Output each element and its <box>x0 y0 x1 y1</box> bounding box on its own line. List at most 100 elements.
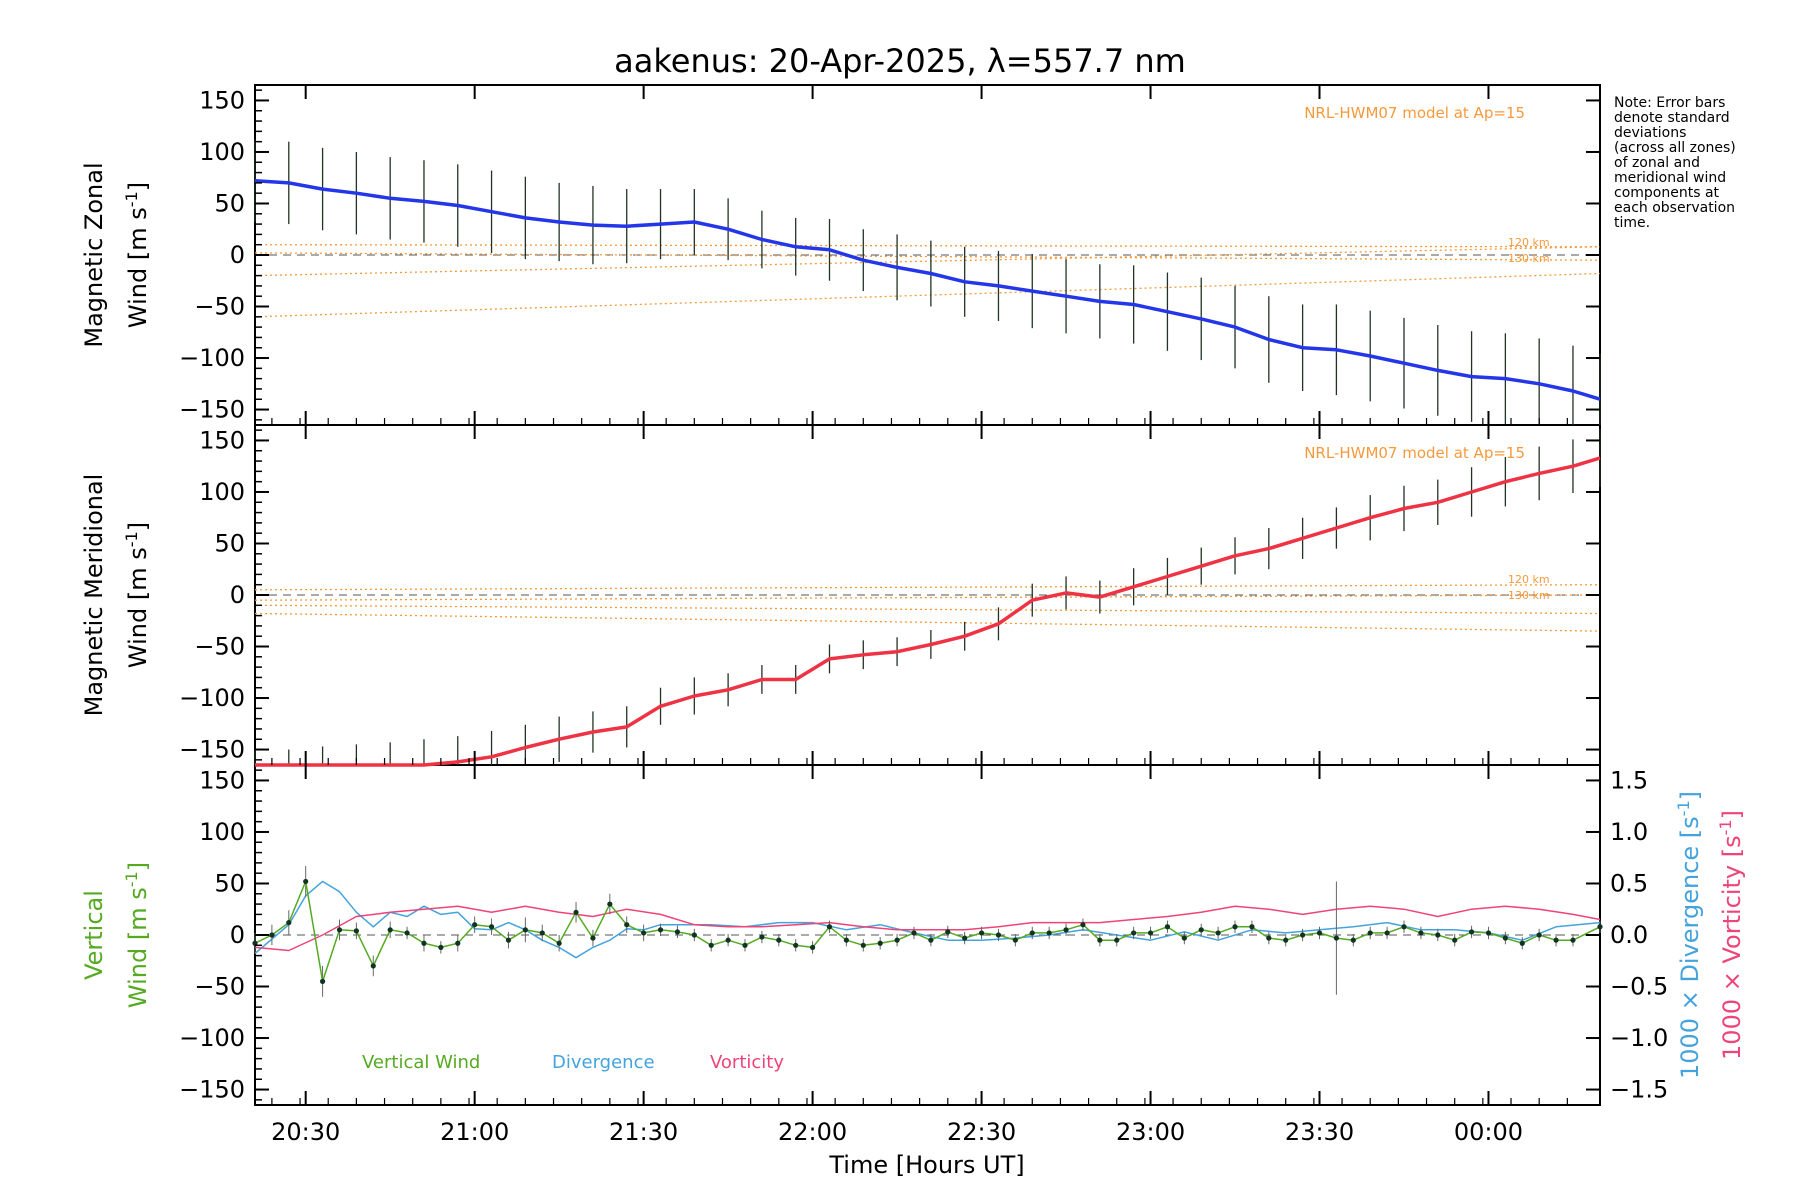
y-tick-label: 100 <box>199 138 245 166</box>
meridional-ylabel-unit: Wind [m s <box>124 547 152 668</box>
y-tick-label: 100 <box>199 818 245 846</box>
y-tick-label: 100 <box>199 478 245 506</box>
vertical-wind-point <box>826 924 833 930</box>
meridional-model-label: NRL-HWM07 model at Ap=15 <box>1304 444 1525 462</box>
vertical-wind-point <box>911 930 917 936</box>
divergence-ylabel-exp: -1 <box>1674 800 1693 816</box>
vertical-wind-point <box>928 937 934 943</box>
vertical-wind-point <box>488 924 495 930</box>
zonal-wind-line <box>254 179 1601 401</box>
divergence-ylabel: 1000 × Divergence [s-1] <box>1674 791 1705 1079</box>
note-line: (across all zones) <box>1614 140 1736 156</box>
y-tick-label: −100 <box>179 1024 245 1052</box>
note-line: deviations <box>1614 125 1686 141</box>
y-tick-label: 50 <box>214 189 245 217</box>
vertical-wind-point <box>539 930 545 936</box>
vertical-wind-point <box>1502 935 1508 941</box>
y-tick-label: 0 <box>230 581 245 609</box>
y-tick-label: 50 <box>214 869 245 897</box>
vertical-wind-point <box>1114 937 1120 943</box>
vertical-wind-point <box>1418 930 1424 936</box>
vertical-wind-point <box>505 937 512 943</box>
vertical-wind-point <box>1316 930 1323 936</box>
zonal-ylabel-close: ] <box>124 182 152 191</box>
y-tick-label: 0 <box>230 921 245 949</box>
vertical-wind-point <box>1485 930 1492 936</box>
note-line: denote standard <box>1614 110 1730 126</box>
divergence-ylabel-close: ] <box>1676 791 1704 800</box>
vertical-wind-point <box>742 942 748 948</box>
x-tick-label: 21:00 <box>440 1118 509 1146</box>
meridional-ylabel-line2: Wind [m s-1] <box>122 522 153 668</box>
right-tick-label: 0.0 <box>1610 921 1648 949</box>
note-line: meridional wind <box>1614 170 1726 186</box>
vertical-wind-point <box>674 929 681 935</box>
vertical-wind-point <box>995 932 1002 938</box>
x-tick-label: 22:30 <box>947 1118 1016 1146</box>
vertical-ylabel-close: ] <box>124 862 152 871</box>
vertical-ylabel-exp: -1 <box>122 871 141 887</box>
vertical-wind-point <box>1452 937 1458 943</box>
zonal-ylabel-exp: -1 <box>122 191 141 207</box>
vertical-wind-point <box>336 927 343 933</box>
meridional-ylabel-exp: -1 <box>122 531 141 547</box>
series-layer <box>252 139 1603 997</box>
vertical-wind-point <box>269 932 275 938</box>
vertical-wind-point <box>1401 924 1407 930</box>
vertical-wind-point <box>590 935 596 941</box>
vertical-wind-point <box>455 940 461 946</box>
y-tick-label: −100 <box>179 684 245 712</box>
model-line <box>254 612 1601 632</box>
legend-vertical-wind: Vertical Wind <box>362 1052 480 1073</box>
right-tick-label: −1.0 <box>1610 1024 1668 1052</box>
y-tick-label: 150 <box>199 86 245 114</box>
meridional-alt-label-120: 120 km <box>1508 573 1550 586</box>
vertical-wind-point <box>843 937 849 943</box>
y-tick-label: −100 <box>179 344 245 372</box>
axes-layer: −150−100−50050100150−150−100−50050100150… <box>179 85 1668 1146</box>
vertical-wind-point <box>1097 937 1103 943</box>
vertical-wind-point <box>793 942 799 948</box>
vertical-wind-point <box>1519 940 1525 946</box>
right-tick-label: −0.5 <box>1610 973 1668 1001</box>
model-line <box>254 604 1601 615</box>
vertical-wind-point <box>286 920 292 926</box>
vertical-wind-point <box>556 940 562 946</box>
note-block: Note: Error bars denote standard deviati… <box>1614 95 1736 231</box>
vertical-wind-point <box>1232 924 1238 930</box>
vertical-wind-point <box>945 929 951 935</box>
vertical-wind-point <box>404 930 410 936</box>
y-tick-label: −50 <box>194 633 245 661</box>
y-tick-label: −150 <box>179 736 245 764</box>
right-tick-label: 0.5 <box>1610 869 1648 897</box>
model-line <box>254 584 1601 591</box>
vertical-wind-point <box>860 942 866 948</box>
vertical-ylabel-line2: Wind [m s-1] <box>122 862 153 1008</box>
vertical-wind-point <box>1350 937 1356 943</box>
vertical-wind-point <box>624 922 630 928</box>
y-tick-label: −150 <box>179 1076 245 1104</box>
meridional-alt-label-130: 130 km <box>1508 589 1550 602</box>
meridional-ylabel-close: ] <box>124 522 152 531</box>
vorticity-ylabel-text: 1000 × Vorticity [s <box>1718 835 1746 1060</box>
vertical-wind-point <box>1080 922 1086 928</box>
vertical-wind-point <box>370 963 376 969</box>
vertical-wind-point <box>1333 935 1340 941</box>
right-tick-label: −1.5 <box>1610 1076 1668 1104</box>
vertical-wind-point <box>1215 930 1221 936</box>
vertical-wind-point <box>708 942 714 948</box>
vertical-wind-point <box>776 937 782 943</box>
vertical-wind-point <box>1181 935 1187 941</box>
vertical-wind-point <box>1435 932 1441 938</box>
zonal-ylabel-unit: Wind [m s <box>124 207 152 328</box>
vertical-wind-point <box>759 934 765 940</box>
vertical-wind-point <box>962 935 968 941</box>
vertical-wind-point <box>1012 937 1018 943</box>
vertical-wind-point <box>1046 930 1052 936</box>
x-tick-label: 23:00 <box>1116 1118 1185 1146</box>
vertical-wind-point <box>1570 937 1576 943</box>
vertical-wind-point <box>877 940 883 946</box>
note-line: of zonal and <box>1614 155 1700 171</box>
vertical-wind-point <box>1536 932 1542 938</box>
vertical-wind-point <box>657 927 664 933</box>
